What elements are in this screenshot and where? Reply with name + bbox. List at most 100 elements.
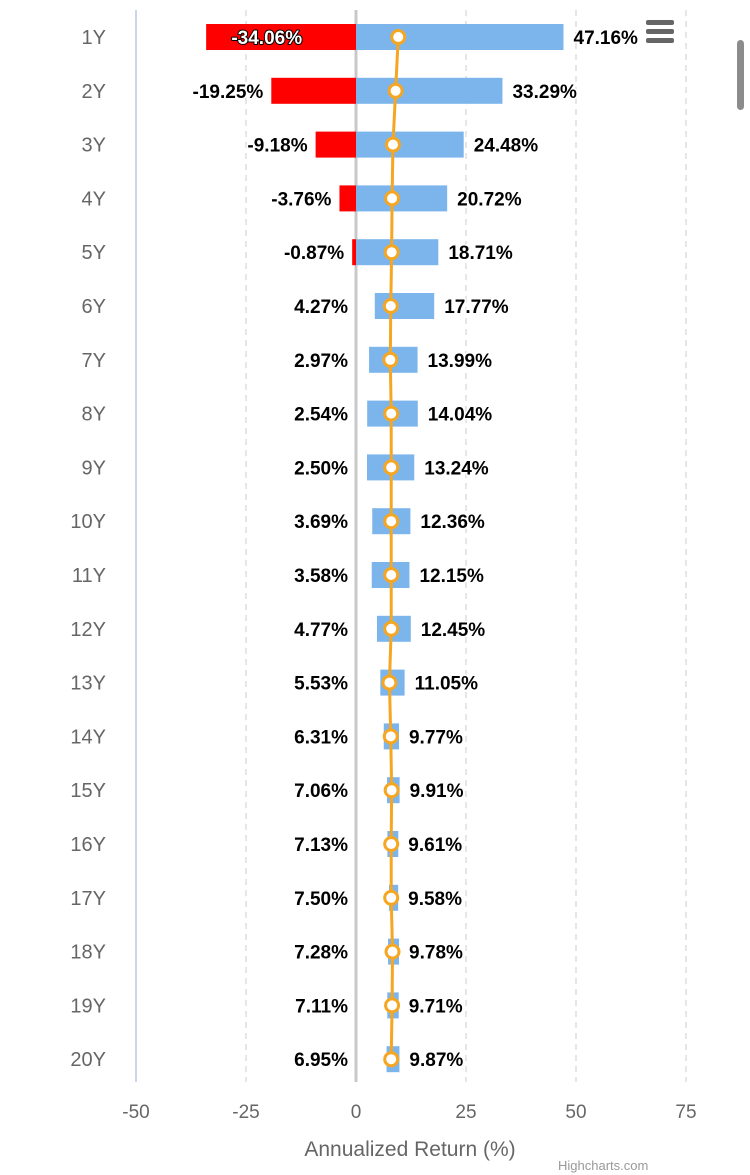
line-point xyxy=(381,674,398,691)
data-label-low: 4.77% xyxy=(294,620,348,641)
category-label: 4Y xyxy=(82,188,106,210)
data-label-low: -3.76% xyxy=(271,189,331,210)
category-label: 10Y xyxy=(70,511,106,533)
category-label: 1Y xyxy=(82,27,106,49)
menu-icon-bar xyxy=(646,38,674,43)
data-label-high: 9.78% xyxy=(409,943,463,964)
data-label-high: 33.29% xyxy=(512,82,577,103)
axis-layer: 1Y 2Y 3Y 4Y 5Y 6Y 7Y 8Y 9Y 10Y 11Y 12Y 13Y 14Y 15Y 16Y 1… xyxy=(70,27,696,1161)
line-point xyxy=(383,567,400,583)
x-axis-title: Annualized Return (%) xyxy=(304,1138,515,1161)
line-point xyxy=(383,1051,400,1068)
series-line xyxy=(387,36,400,1060)
category-label: 13Y xyxy=(70,673,106,695)
category-label: 14Y xyxy=(70,726,106,748)
line-point xyxy=(383,459,400,476)
data-label-high: 9.87% xyxy=(409,1050,463,1071)
line-point xyxy=(384,136,401,153)
scrollbar-thumb[interactable] xyxy=(737,40,744,110)
grid-layer xyxy=(135,10,687,1082)
line-point xyxy=(384,190,401,207)
x-tick-label: 50 xyxy=(565,1102,586,1123)
data-label-high: 9.91% xyxy=(410,781,464,802)
data-label-low: -19.25% xyxy=(193,82,264,103)
data-label-high: 11.05% xyxy=(415,674,478,695)
line-point xyxy=(384,943,401,960)
bar-negative xyxy=(339,185,356,212)
data-label-low: 2.54% xyxy=(294,405,348,426)
credits-link[interactable]: Highcharts.com xyxy=(558,1158,649,1173)
line-point xyxy=(384,997,401,1014)
data-label-low: 7.06% xyxy=(294,781,348,802)
bar-negative xyxy=(206,24,356,50)
menu-icon-bar xyxy=(646,20,674,25)
line-point xyxy=(382,351,399,368)
category-label: 18Y xyxy=(70,942,106,964)
data-label-low: 7.13% xyxy=(294,835,348,856)
data-label-high: 9.71% xyxy=(409,996,463,1017)
category-label: 15Y xyxy=(70,780,106,802)
category-label: 8Y xyxy=(82,404,106,426)
category-label: 2Y xyxy=(82,81,106,103)
data-label-low: 3.69% xyxy=(294,512,348,533)
line-point xyxy=(383,405,400,422)
data-label-high: 12.36% xyxy=(420,512,485,533)
data-label-high: 14.04% xyxy=(428,405,493,426)
data-label-low: 3.58% xyxy=(294,566,348,587)
category-label: 19Y xyxy=(70,995,106,1017)
data-label-high: 47.16% xyxy=(574,28,639,49)
category-label: 9Y xyxy=(82,457,106,479)
x-tick-label: -25 xyxy=(232,1102,259,1123)
category-label: 3Y xyxy=(82,135,106,157)
data-label-low: -34.06% xyxy=(231,28,302,49)
data-label-low: 6.95% xyxy=(294,1050,348,1071)
bar-positive xyxy=(356,24,564,50)
line-point xyxy=(383,836,400,852)
x-tick-label: -50 xyxy=(122,1102,149,1123)
data-label-high: 12.15% xyxy=(419,566,484,587)
x-tick-label: 25 xyxy=(455,1102,476,1123)
category-label: 16Y xyxy=(70,834,106,856)
bar-negative xyxy=(352,239,356,266)
data-label-high: 18.71% xyxy=(448,243,513,264)
line-point xyxy=(382,728,399,745)
bar-layer xyxy=(206,24,564,1073)
data-label-low: 7.28% xyxy=(294,943,348,964)
data-label-low: -0.87% xyxy=(284,243,344,264)
data-label-high: 9.61% xyxy=(408,835,462,856)
bar-positive xyxy=(356,131,464,158)
data-label-low: 2.97% xyxy=(294,351,348,372)
category-label: 6Y xyxy=(82,296,106,318)
menu-icon-bar xyxy=(646,29,674,34)
category-label: 17Y xyxy=(70,888,106,910)
data-label-high: 9.58% xyxy=(408,889,462,910)
line-point xyxy=(383,244,400,261)
data-label-low: 4.27% xyxy=(294,297,348,318)
bar-positive xyxy=(356,185,448,212)
data-label-high: 9.77% xyxy=(409,727,463,748)
line-point xyxy=(390,29,407,45)
line-point xyxy=(383,620,400,637)
line-point xyxy=(383,513,400,530)
category-label: 11Y xyxy=(72,565,106,587)
bar-positive xyxy=(356,77,503,104)
category-label: 12Y xyxy=(70,619,106,641)
data-label-high: 24.48% xyxy=(474,136,539,157)
data-label-high: 13.24% xyxy=(424,458,489,479)
line-point xyxy=(382,298,399,314)
data-label-high: 13.99% xyxy=(428,351,493,372)
context-menu-button[interactable] xyxy=(640,14,680,54)
data-label-low: -9.18% xyxy=(247,136,307,157)
data-label-high: 12.45% xyxy=(421,620,486,641)
x-tick-label: 0 xyxy=(351,1102,362,1123)
data-label-low: 5.53% xyxy=(294,674,348,695)
scrollbar-track[interactable] xyxy=(734,20,748,1170)
data-label-low: 6.31% xyxy=(294,727,348,748)
x-tick-label: 75 xyxy=(675,1102,696,1123)
data-label-low: 2.50% xyxy=(294,458,348,479)
line-layer xyxy=(381,29,407,1068)
bar-negative xyxy=(271,77,356,104)
data-label-low: 7.50% xyxy=(294,889,348,910)
